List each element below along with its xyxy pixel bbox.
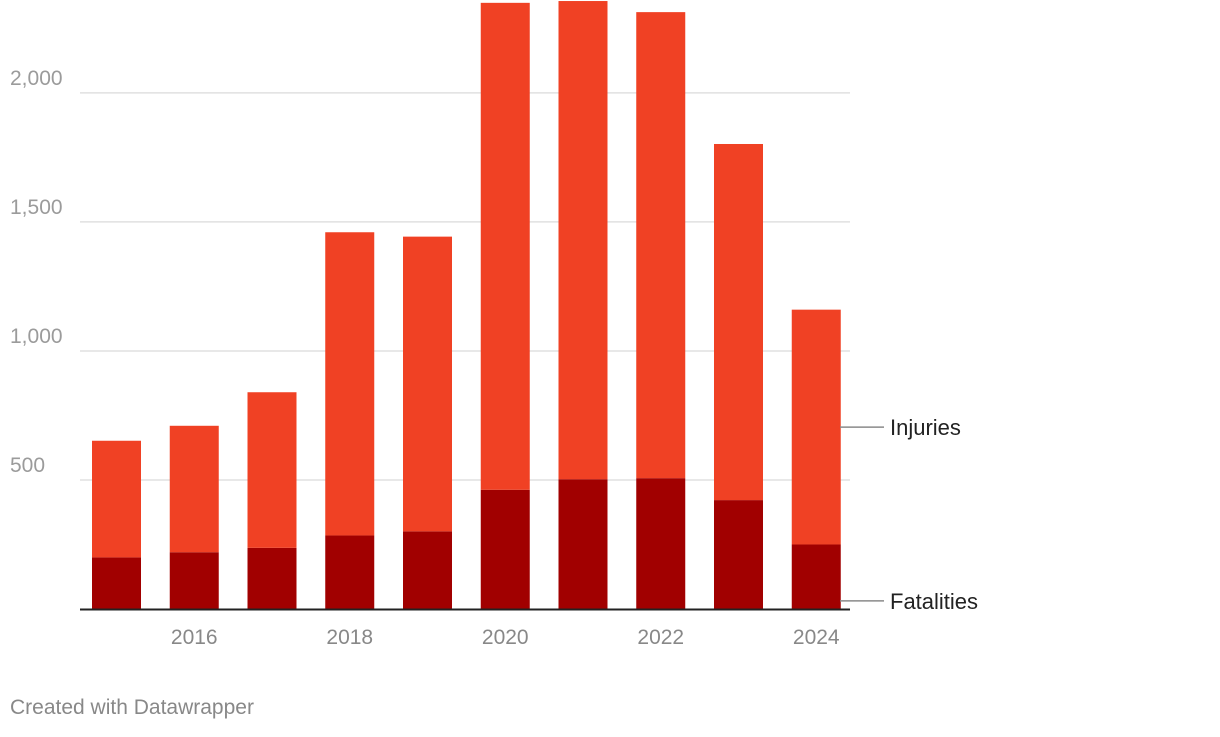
series-labels: Fatalities Injuries: [840, 415, 978, 614]
y-tick-label: 1,000: [10, 325, 63, 348]
bar-fatalities-2021: [558, 479, 608, 609]
bar-injuries-2017: [247, 392, 297, 548]
bar-injuries-2018: [325, 232, 375, 536]
bar-fatalities-2019: [403, 531, 452, 609]
bar-fatalities-2024: [791, 544, 841, 609]
bar-injuries-2024: [791, 309, 841, 545]
x-tick-label: 2020: [482, 626, 529, 649]
y-tick-label: 500: [10, 454, 45, 477]
bar-injuries-2023: [714, 143, 763, 501]
axes: 2016 2018 2020 2022 2024: [80, 608, 850, 649]
bar-fatalities-2018: [325, 535, 375, 609]
bar-fatalities-2015: [92, 557, 141, 609]
bar-fatalities-2020: [480, 489, 530, 609]
bars: [92, 1, 841, 609]
series-label-injuries: Injuries: [890, 415, 961, 440]
x-tick-label: 2018: [326, 626, 373, 649]
x-tick-label: 2016: [171, 626, 218, 649]
bar-injuries-2019: [403, 236, 452, 532]
bar-injuries-2022: [636, 12, 686, 479]
bar-fatalities-2017: [247, 547, 297, 609]
footer-credit: Created with Datawrapper: [10, 696, 254, 719]
bar-fatalities-2016: [169, 552, 219, 609]
x-tick-label: 2024: [793, 626, 840, 649]
bar-injuries-2021: [558, 1, 608, 480]
bar-injuries-2015: [92, 440, 141, 558]
bar-injuries-2016: [169, 425, 219, 553]
bar-fatalities-2023: [714, 500, 763, 609]
series-label-fatalities: Fatalities: [890, 589, 978, 614]
y-tick-label: 1,500: [10, 196, 63, 219]
y-tick-label: 2,000: [10, 67, 63, 90]
bar-fatalities-2022: [636, 478, 686, 609]
x-tick-label: 2022: [637, 626, 684, 649]
bar-injuries-2020: [480, 2, 530, 490]
